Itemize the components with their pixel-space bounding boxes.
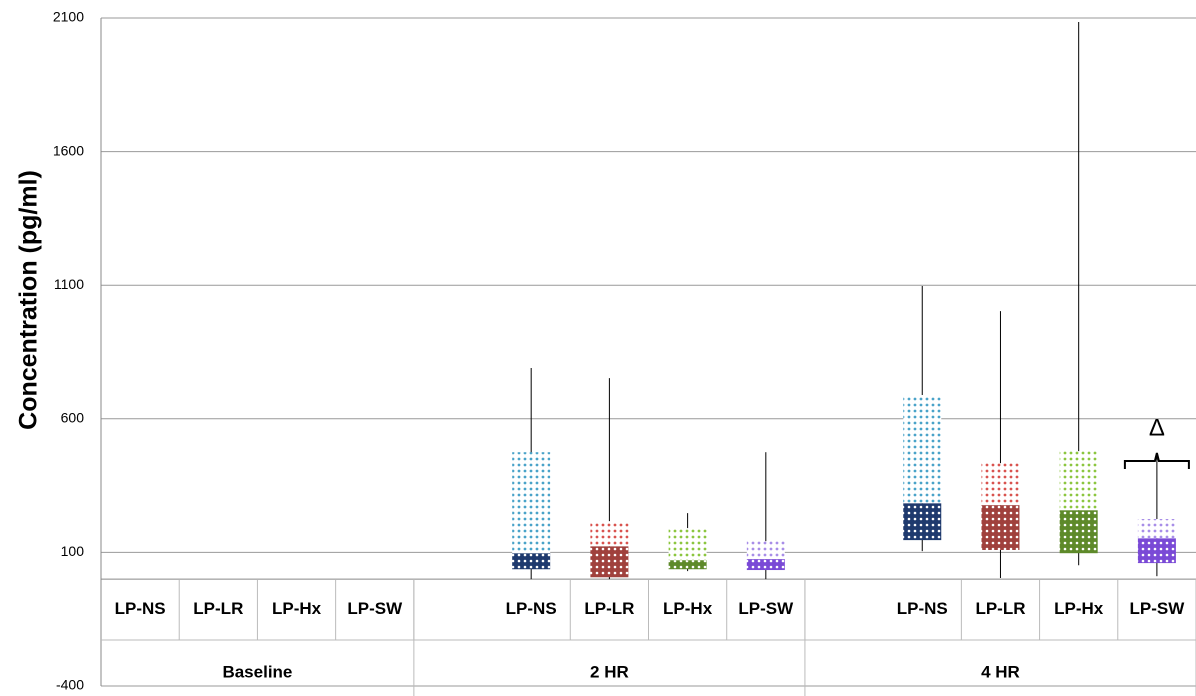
box-upper	[903, 395, 942, 504]
x-tick-label: LP-NS	[506, 599, 557, 618]
box-lower	[512, 553, 551, 570]
box-lower	[903, 503, 942, 541]
box-upper	[668, 528, 707, 561]
x-tick-label: LP-SW	[347, 599, 403, 618]
y-tick-label: 600	[61, 410, 85, 426]
box-lower	[668, 560, 707, 570]
y-axis-title: Concentration (pg/ml)	[15, 170, 43, 430]
annotation-brace	[1123, 452, 1190, 469]
y-tick-label: 1600	[53, 142, 84, 158]
group-label: 2 HR	[590, 662, 629, 681]
x-tick-label: LP-LR	[193, 599, 243, 618]
x-tick-label: LP-NS	[115, 599, 166, 618]
x-tick-label: LP-NS	[897, 599, 948, 618]
x-tick-label: LP-LR	[584, 599, 634, 618]
x-tick-label: LP-Hx	[663, 599, 713, 618]
box-upper	[1137, 519, 1176, 539]
x-tick-label: LP-LR	[975, 599, 1025, 618]
annotation: Δ	[1149, 414, 1165, 441]
box-lower	[590, 546, 629, 578]
x-tick-label: LP-Hx	[1054, 599, 1104, 618]
box-upper	[981, 463, 1020, 506]
box-lower	[981, 505, 1020, 550]
box-upper	[590, 521, 629, 547]
box-upper	[746, 541, 785, 560]
box-upper	[1059, 451, 1098, 511]
x-tick-label: LP-SW	[738, 599, 794, 618]
y-tick-label: 100	[61, 543, 85, 559]
box-lower	[1137, 538, 1176, 564]
box-lower	[1059, 510, 1098, 554]
x-tick-label: LP-Hx	[272, 599, 322, 618]
box-lower	[746, 559, 785, 571]
x-tick-label: LP-SW	[1130, 599, 1186, 618]
group-label: Baseline	[222, 662, 292, 681]
box-upper	[512, 452, 551, 554]
y-tick-label: 1100	[54, 276, 84, 292]
y-tick-label: 2100	[53, 9, 84, 25]
group-label: 4 HR	[981, 662, 1020, 681]
y-tick-label: -400	[56, 677, 84, 693]
